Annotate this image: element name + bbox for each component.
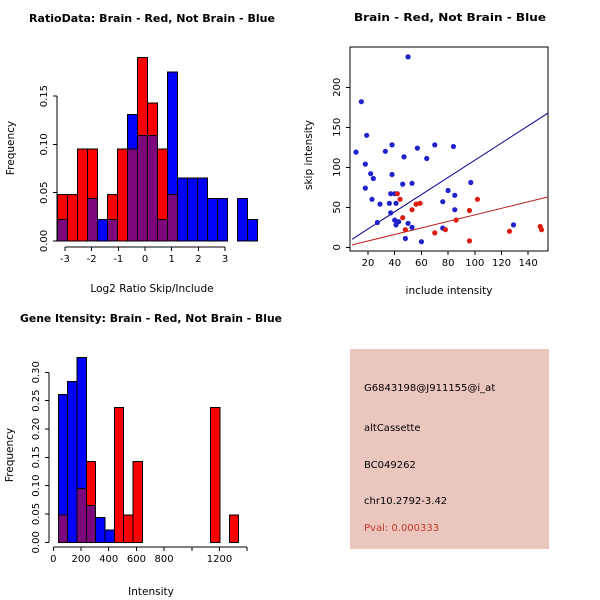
svg-text:-3: -3 xyxy=(60,254,70,265)
svg-text:40: 40 xyxy=(388,258,401,269)
x-axis xyxy=(52,546,248,551)
y-axis-label: Frequency xyxy=(5,121,17,175)
svg-text:200: 200 xyxy=(71,554,90,565)
locus-text: chr10.2792-3.42 xyxy=(364,496,448,507)
svg-text:3: 3 xyxy=(222,254,228,265)
plot-frame xyxy=(349,46,549,252)
svg-text:120: 120 xyxy=(492,258,511,269)
brain-fit-line xyxy=(351,196,549,246)
svg-text:0.30: 0.30 xyxy=(31,361,42,383)
svg-text:-1: -1 xyxy=(113,254,123,265)
info-panel: G6843198@J911155@i_at altCassette BC0492… xyxy=(300,300,600,600)
svg-text:800: 800 xyxy=(155,554,174,565)
svg-text:60: 60 xyxy=(415,258,428,269)
info-box: G6843198@J911155@i_at altCassette BC0492… xyxy=(350,349,549,549)
svg-text:80: 80 xyxy=(442,258,455,269)
svg-text:100: 100 xyxy=(465,258,484,269)
svg-text:200: 200 xyxy=(332,78,343,97)
ratio-histogram-panel: RatioData: Brain - Red, Not Brain - Blue… xyxy=(5,12,275,295)
x-axis-label: include intensity xyxy=(406,285,493,297)
y-axis xyxy=(45,371,50,543)
not-brain-fit-line xyxy=(351,112,549,240)
svg-text:50: 50 xyxy=(332,201,343,214)
svg-text:140: 140 xyxy=(519,258,538,269)
x-axis xyxy=(367,250,529,255)
pval-text: Pval: 0.000333 xyxy=(364,523,440,534)
x-axis xyxy=(64,246,226,251)
svg-text:1200: 1200 xyxy=(207,554,232,565)
svg-text:0: 0 xyxy=(142,254,148,265)
svg-text:0.00: 0.00 xyxy=(31,531,42,553)
panel-title: Brain - Red, Not Brain - Blue xyxy=(354,11,546,24)
svg-text:0.25: 0.25 xyxy=(31,389,42,411)
svg-text:0.20: 0.20 xyxy=(31,418,42,440)
panel-title: RatioData: Brain - Red, Not Brain - Blue xyxy=(29,12,275,25)
brain-points xyxy=(394,191,545,244)
splice-type-text: altCassette xyxy=(364,423,421,434)
y-axis xyxy=(53,95,58,242)
scatter-panel: Brain - Red, Not Brain - Blue include in… xyxy=(303,11,549,297)
svg-text:150: 150 xyxy=(332,118,343,137)
y-axis-label: Frequency xyxy=(4,428,16,482)
x-axis-label: Intensity xyxy=(128,586,174,598)
svg-text:0.15: 0.15 xyxy=(31,446,42,468)
svg-text:100: 100 xyxy=(332,158,343,177)
histogram-bars xyxy=(57,357,240,543)
accession-text: BC049262 xyxy=(364,460,416,471)
panel-title: Gene Itensity: Brain - Red, Not Brain - … xyxy=(20,312,282,325)
svg-text:600: 600 xyxy=(127,554,146,565)
svg-text:0.05: 0.05 xyxy=(31,503,42,525)
svg-text:0: 0 xyxy=(50,554,56,565)
svg-text:0.15: 0.15 xyxy=(39,85,50,107)
svg-text:-2: -2 xyxy=(87,254,97,265)
probe-id-text: G6843198@J911155@i_at xyxy=(364,383,496,394)
y-axis-label: skip intensity xyxy=(303,120,315,190)
svg-text:1: 1 xyxy=(169,254,175,265)
svg-text:400: 400 xyxy=(99,554,118,565)
x-axis-label: Log2 Ratio Skip/Include xyxy=(90,283,213,295)
y-axis xyxy=(346,86,351,248)
svg-text:0.05: 0.05 xyxy=(39,182,50,204)
gene-intensity-histogram-panel: Gene Itensity: Brain - Red, Not Brain - … xyxy=(4,312,282,598)
svg-text:0: 0 xyxy=(332,244,343,250)
svg-text:20: 20 xyxy=(362,258,375,269)
svg-text:2: 2 xyxy=(195,254,201,265)
svg-text:0.10: 0.10 xyxy=(39,133,50,155)
svg-text:0.10: 0.10 xyxy=(31,474,42,496)
histogram-bars xyxy=(56,56,259,242)
svg-text:0.00: 0.00 xyxy=(39,230,50,252)
